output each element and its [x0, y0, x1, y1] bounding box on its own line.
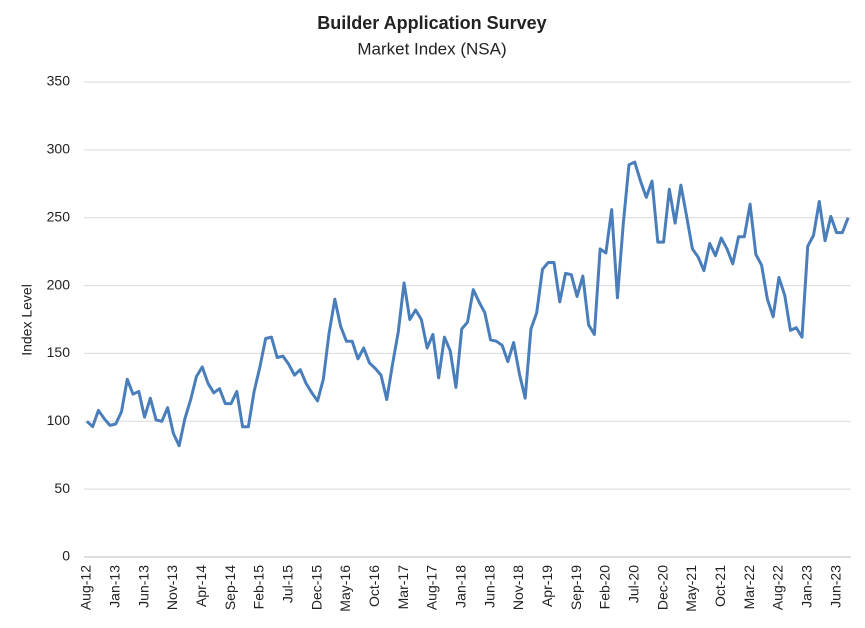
x-tick-label: Oct-16 [366, 565, 382, 607]
x-tick-label: Aug-17 [424, 565, 440, 610]
x-tick-label: Dec-15 [308, 565, 324, 610]
y-tick-label: 250 [47, 208, 71, 224]
y-tick-label: 0 [62, 548, 70, 564]
chart-subtitle: Market Index (NSA) [357, 39, 506, 58]
x-tick-label: Mar-22 [741, 565, 757, 610]
x-tick-label: Apr-19 [539, 565, 555, 607]
y-tick-label: 150 [47, 344, 71, 360]
x-tick-label: Jan-23 [798, 565, 814, 608]
y-tick-label: 300 [47, 141, 71, 157]
x-tick-label: Oct-21 [712, 565, 728, 607]
x-tick-label: Jun-13 [135, 565, 151, 608]
x-tick-label: Feb-15 [251, 565, 267, 610]
x-tick-label: Sep-19 [568, 565, 584, 610]
y-tick-label: 50 [54, 480, 70, 496]
y-tick-label: 350 [47, 73, 71, 89]
x-tick-label: Jan-13 [106, 565, 122, 608]
x-tick-label: Jun-18 [481, 565, 497, 608]
x-tick-label: Aug-22 [770, 565, 786, 610]
x-tick-label: Nov-18 [510, 565, 526, 610]
x-tick-label: Jun-23 [827, 565, 843, 608]
x-tick-label: Jul-20 [625, 565, 641, 603]
x-tick-label: Aug-12 [78, 565, 94, 610]
data-line [85, 160, 850, 448]
y-tick-label: 100 [47, 412, 71, 428]
x-tick-label: Mar-17 [395, 565, 411, 610]
x-tick-label: May-16 [337, 565, 353, 612]
x-tick-label: Sep-14 [222, 565, 238, 610]
chart-title: Builder Application Survey [317, 13, 546, 33]
x-tick-label: Jul-15 [279, 565, 295, 603]
x-tick-label: Feb-20 [597, 565, 613, 610]
x-tick-label: Dec-20 [654, 565, 670, 610]
x-tick-label: Jan-18 [452, 565, 468, 608]
x-tick-label: Apr-14 [193, 565, 209, 607]
x-tick-label: May-21 [683, 565, 699, 612]
y-axis-label: Index Level [19, 284, 35, 356]
y-tick-label: 200 [47, 276, 71, 292]
x-tick-label: Nov-13 [164, 565, 180, 610]
